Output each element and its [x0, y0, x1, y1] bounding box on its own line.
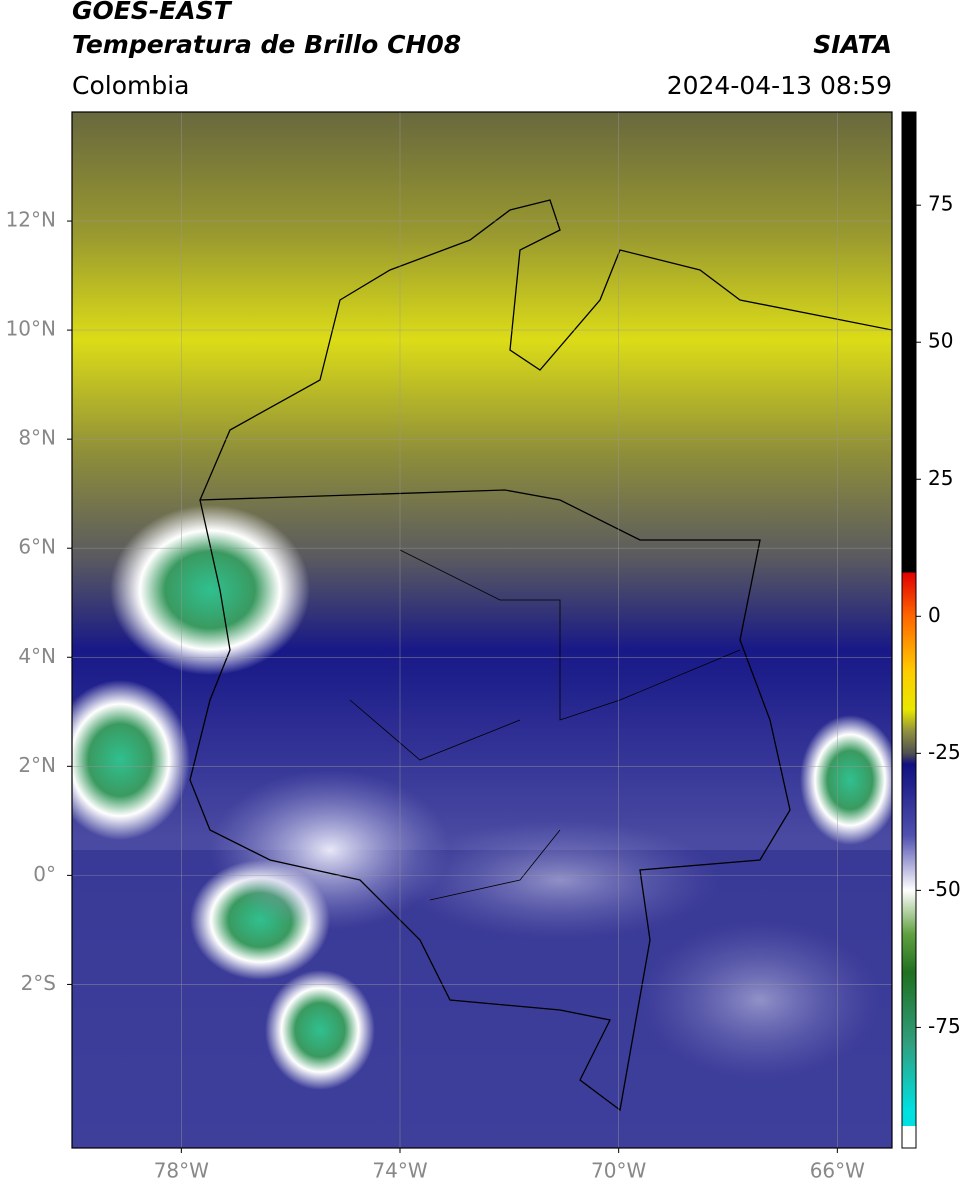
colorbar-tick-label: 0	[928, 603, 941, 627]
satellite-image	[72, 112, 892, 1148]
y-tick-label: 4°N	[18, 644, 56, 668]
colorbar-tick-label: -25	[928, 740, 961, 764]
x-tick-label: 78°W	[154, 1159, 209, 1183]
colorbar-tick-label: 75	[928, 192, 953, 216]
source: SIATA	[813, 30, 892, 59]
colorbar-tick-label: 25	[928, 466, 953, 490]
y-tick-label: 2°N	[18, 753, 56, 777]
colorbar-tick-label: -50	[928, 877, 961, 901]
region: Colombia	[72, 71, 189, 100]
title: GOES-EAST	[72, 0, 233, 25]
y-tick-label: 12°N	[6, 208, 56, 232]
x-tick-label: 66°W	[810, 1159, 865, 1183]
subtitle: Temperatura de Brillo CH08	[72, 30, 461, 59]
x-tick-label: 74°W	[372, 1159, 427, 1183]
y-tick-label: 2°S	[21, 971, 56, 995]
datetime: 2024-04-13 08:59	[667, 71, 892, 100]
y-tick-label: 10°N	[6, 317, 56, 341]
y-tick-label: 6°N	[18, 535, 56, 559]
map-frame	[71, 111, 893, 1149]
colorbar	[901, 111, 917, 1149]
y-tick-label: 0°	[33, 862, 56, 886]
colorbar-tick-label: -75	[928, 1014, 961, 1038]
x-tick-label: 70°W	[591, 1159, 646, 1183]
colorbar-tick-label: 50	[928, 329, 953, 353]
y-tick-label: 8°N	[18, 426, 56, 450]
